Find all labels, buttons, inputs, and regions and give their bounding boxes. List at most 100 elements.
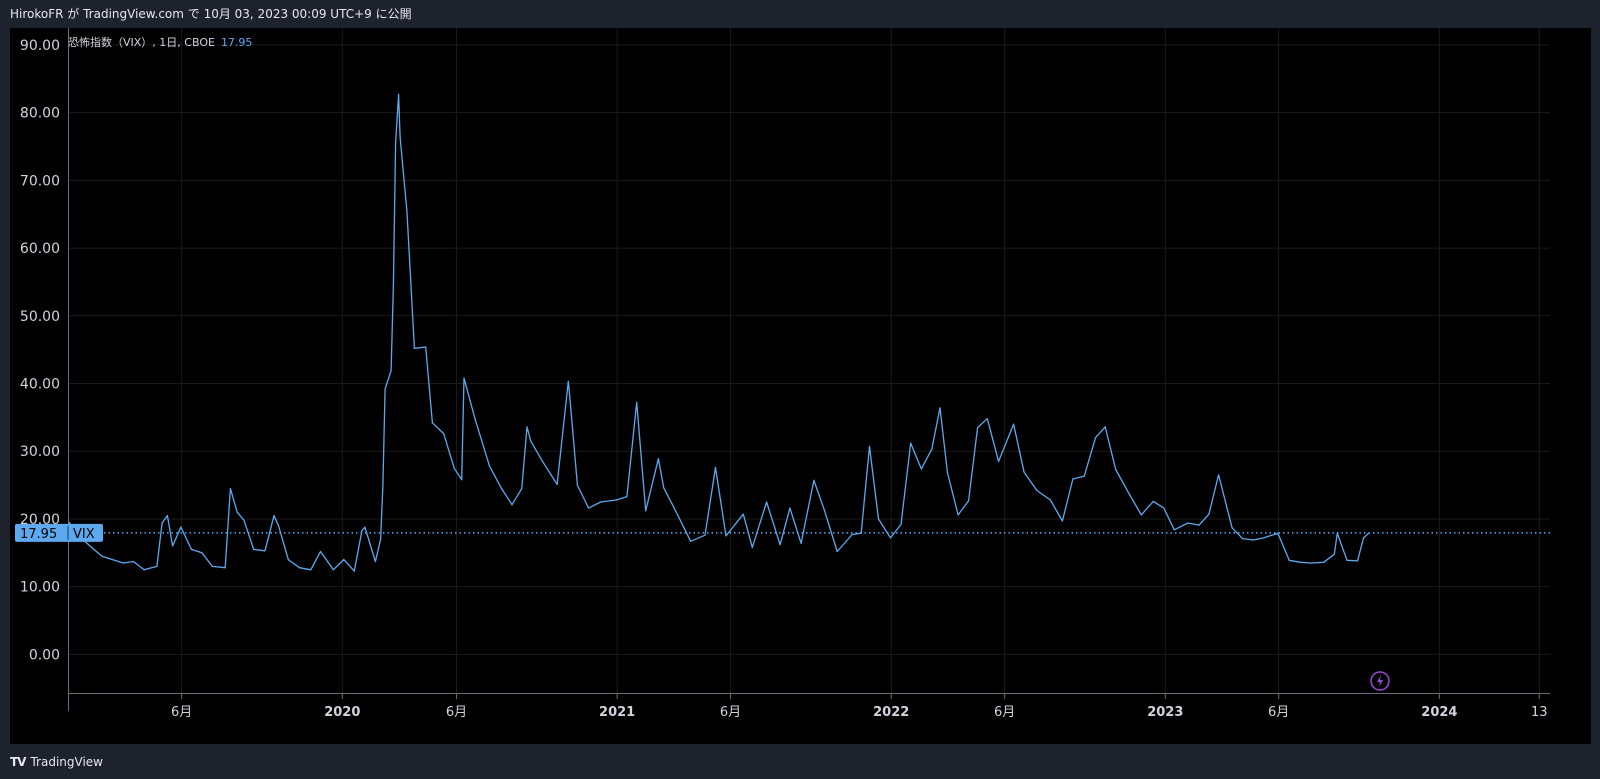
tradingview-footer[interactable]: TV TradingView [10, 751, 103, 773]
x-tick-label: 2024 [1421, 705, 1457, 720]
vix-data-point [998, 460, 1000, 462]
y-tick-label: 60.00 [20, 241, 60, 257]
vix-data-point [541, 460, 543, 462]
vix-data-point [413, 347, 415, 349]
vix-data-point [1152, 500, 1154, 502]
vix-data-point [310, 569, 312, 571]
vix-data-point [823, 509, 826, 511]
vix-data-point [425, 346, 427, 348]
vix-data-point [931, 448, 933, 450]
vix-data-point [253, 548, 255, 551]
vix-data-point [1198, 524, 1200, 526]
vix-data-point [395, 142, 397, 144]
vix-data-point [1362, 537, 1365, 539]
vix-data-point [264, 550, 266, 552]
x-tick-label: 2023 [1147, 705, 1183, 720]
vix-data-point [742, 513, 744, 515]
vix-data-point [298, 567, 301, 569]
vix-data-point [600, 501, 602, 503]
vix-data-point [343, 559, 345, 561]
price-badge-bg [15, 523, 103, 542]
vix-data-point [143, 569, 145, 571]
vix-data-point [751, 546, 753, 549]
vix-data-point [1013, 423, 1015, 425]
vix-data-point [488, 465, 491, 467]
vix-data-point [1208, 513, 1210, 515]
vix-data-point [287, 559, 289, 561]
vix-data-point [910, 442, 912, 444]
price-badge-symbol: VIX [73, 527, 95, 542]
vix-data-point [122, 562, 124, 564]
vix-data-point [1333, 553, 1335, 555]
vix-data-point [986, 418, 988, 420]
vix-data-point [526, 426, 528, 428]
symbol-title: 恐怖指数（VIX）, 1日, CBOE [68, 36, 215, 49]
vix-data-point [384, 388, 386, 390]
vix-data-point [1094, 437, 1097, 439]
vix-data-point [673, 507, 675, 509]
vix-data-point [319, 550, 322, 553]
vix-data-point [576, 484, 579, 486]
x-tick-label: 6月 [994, 705, 1015, 720]
x-tick-label: 6月 [720, 705, 741, 720]
x-tick-label: 6月 [446, 705, 467, 720]
vix-data-point [851, 533, 853, 536]
y-tick-label: 90.00 [20, 38, 60, 54]
vix-data-point [725, 535, 727, 537]
vix-data-point [443, 433, 445, 435]
vix-data-point [161, 522, 163, 524]
vix-data-point [1187, 522, 1189, 524]
vix-chart[interactable]: 90.0080.0070.0060.0050.0040.0030.0020.00… [10, 28, 1591, 744]
vix-data-point [521, 487, 523, 490]
vix-data-point [500, 487, 503, 490]
symbol-legend[interactable]: 恐怖指数（VIX）, 1日, CBOE 17.95 [68, 34, 252, 50]
vix-data-point [645, 510, 647, 512]
x-tick-label: 6月 [171, 705, 192, 720]
x-axis[interactable]: 6月 2020 6月 2021 6月 2022 6月 2023 6月 2024 13 [68, 693, 1550, 720]
y-tick-label: 40.00 [20, 377, 60, 393]
vix-data-point [112, 559, 114, 561]
vix-data-point [101, 555, 103, 557]
vix-data-point [243, 519, 245, 521]
vix-data-point [530, 440, 532, 442]
vix-data-point [1036, 489, 1038, 492]
vix-data-point [663, 487, 665, 489]
publish-info: HirokoFR が TradingView.com で 10月 03, 202… [0, 0, 1600, 28]
vix-data-point [511, 504, 513, 506]
vix-data-point [236, 511, 238, 513]
vix-data-point [392, 284, 394, 286]
vix-data-point [1288, 559, 1290, 561]
vix-data-point [180, 526, 182, 528]
chart-area[interactable]: 90.00 80.00 70.00 60.00 50.00 40.00 30.00 20.00… [10, 28, 1591, 744]
y-tick-label: 30.00 [20, 444, 60, 460]
vix-data-point [1173, 529, 1175, 531]
vix-data-point [211, 565, 213, 568]
vix-data-point [463, 377, 465, 379]
vix-series-line [68, 93, 1370, 572]
vix-data-point [361, 530, 363, 532]
vix-data-point [390, 370, 392, 372]
vix-data-point [1277, 532, 1279, 534]
vix-data-point [1163, 507, 1165, 509]
vix-data-point [714, 466, 717, 469]
vix-data-point [968, 500, 970, 502]
vix-data-point [166, 515, 168, 517]
tradingview-logo-icon: TV [10, 755, 27, 769]
footer-brand: TradingView [30, 755, 103, 769]
vix-data-point [172, 545, 174, 547]
vix-data-point [1231, 527, 1233, 529]
vix-data-point [1061, 520, 1063, 522]
y-tick-label: 0.00 [29, 647, 60, 663]
vix-data-point [364, 526, 366, 528]
vertical-grid [181, 28, 1540, 693]
vix-data-point [889, 537, 892, 539]
vix-data-point [1323, 561, 1325, 563]
y-axis[interactable]: 90.0080.0070.0060.0050.0040.0030.0020.00… [20, 28, 69, 711]
y-tick-label: 10.00 [20, 580, 60, 596]
vix-data-point [406, 210, 408, 212]
vix-data-point [1129, 494, 1131, 496]
vix-data-point [399, 136, 401, 138]
vix-data-point [1218, 474, 1220, 476]
vix-data-point [1263, 537, 1265, 539]
y-tick-label: 80.00 [20, 106, 60, 122]
